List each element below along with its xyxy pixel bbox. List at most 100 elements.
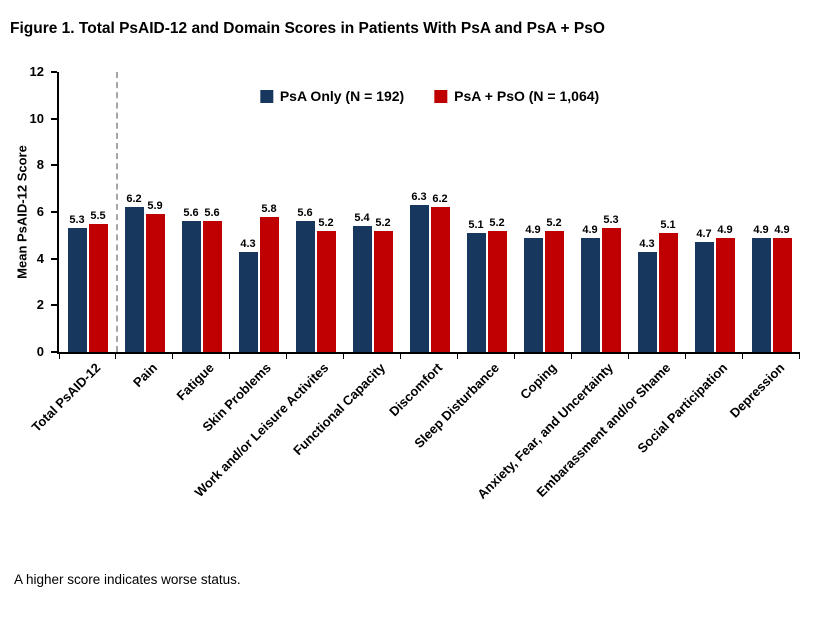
bar-column: 6.2	[430, 193, 450, 352]
bar-psa-pso	[430, 207, 450, 352]
bar-psa-only	[295, 221, 315, 352]
bar-column: 5.2	[487, 217, 507, 352]
legend-item: PsA Only (N = 192)	[259, 88, 404, 104]
figure-title: Figure 1. Total PsAID-12 and Domain Scor…	[10, 20, 605, 37]
bar-group: 5.1 5.2	[458, 72, 515, 352]
y-axis-tick-mark	[51, 71, 57, 73]
bar-psa-pso	[715, 237, 735, 352]
x-axis-category-label: Depression	[726, 360, 788, 421]
legend-item: PsA + PsO (N = 1,064)	[434, 88, 599, 104]
bar-column: 4.9	[715, 224, 735, 352]
bar-group: 4.9 4.9	[743, 72, 800, 352]
bar-column: 5.6	[295, 207, 315, 352]
bar-value-label: 5.2	[546, 216, 562, 229]
bars-layer: 5.3 5.5 6.2 5.9 5.6 5.6 4.3 5.8 5.6 5.2 5.4 5.2 6.3 6…	[59, 72, 800, 359]
x-axis-tick-mark	[286, 354, 287, 359]
x-axis-labels: Total PsAID-12 Pain Fatigue Skin Problems Wo…	[28, 360, 798, 565]
bar-column: 4.3	[637, 237, 657, 352]
total-vs-domain-separator-line	[116, 72, 118, 352]
x-axis-tick-mark	[115, 354, 116, 359]
bar-group: 5.4 5.2	[344, 72, 401, 352]
y-axis-tick-label: 10	[29, 110, 44, 126]
bar-value-label: 5.9	[147, 200, 163, 213]
bar-column: 5.4	[352, 212, 372, 352]
x-axis-category-label: Coping	[516, 360, 560, 403]
x-axis-category-label: Total PsAID-12	[28, 360, 104, 435]
bar-value-label: 5.4	[354, 212, 370, 224]
bar-group: 6.2 5.9	[116, 72, 173, 352]
bar-group: 5.6 5.2	[287, 72, 344, 352]
bar-group: 6.3 6.2	[401, 72, 458, 352]
bar-value-label: 5.1	[660, 219, 676, 231]
y-axis-tick-label: 0	[36, 344, 44, 359]
bar-value-label: 5.3	[603, 214, 619, 227]
x-axis-tick-mark	[628, 354, 629, 359]
bar-psa-pso	[88, 223, 108, 352]
x-axis-tick-mark	[343, 354, 344, 359]
x-axis-category-label: Fatigue	[173, 360, 218, 404]
bar-value-label: 6.3	[411, 191, 427, 203]
bar-group: 4.3 5.8	[230, 72, 287, 352]
x-axis-category-label: Discomfort	[385, 360, 446, 420]
bar-psa-only	[238, 251, 258, 352]
bar-column: 4.9	[751, 224, 771, 352]
bar-value-label: 5.2	[318, 216, 334, 229]
bar-column: 6.2	[124, 193, 144, 352]
x-axis-tick-mark	[457, 354, 458, 359]
bar-psa-only	[67, 228, 87, 352]
bar-column: 5.3	[601, 214, 621, 352]
bar-value-label: 4.3	[639, 237, 655, 250]
x-axis-tick-mark	[229, 354, 230, 359]
bar-psa-only	[694, 242, 714, 352]
bar-value-label: 4.9	[774, 223, 790, 236]
bar-value-label: 5.1	[468, 219, 484, 231]
bar-value-label: 4.3	[240, 237, 256, 250]
x-axis-tick-mark	[59, 354, 60, 359]
bar-psa-pso	[259, 216, 279, 352]
bar-column: 5.9	[145, 200, 165, 352]
y-axis-tick-mark	[51, 211, 57, 213]
y-axis: 0 2 4 6 8 10 12	[0, 64, 57, 359]
bar-column: 5.1	[658, 219, 678, 352]
legend: PsA Only (N = 192) PsA + PsO (N = 1,064)	[253, 86, 606, 106]
x-axis-tick-mark	[571, 354, 572, 359]
y-axis-tick-label: 8	[36, 157, 44, 173]
bar-psa-pso	[202, 221, 222, 352]
y-axis-tick-mark	[51, 257, 57, 260]
y-axis-tick-mark	[51, 351, 57, 353]
x-axis-tick-mark	[799, 354, 800, 359]
x-axis-category-label: Pain	[130, 360, 161, 391]
bar-column: 5.8	[259, 203, 279, 352]
bar-column: 4.9	[772, 223, 792, 352]
bar-psa-pso	[601, 228, 621, 352]
bar-psa-pso	[373, 230, 393, 352]
y-axis-tick-label: 4	[36, 250, 44, 266]
bar-column: 5.3	[67, 214, 87, 352]
bar-psa-pso	[316, 230, 336, 352]
x-axis-tick-mark	[742, 354, 743, 359]
bar-group: 5.6 5.6	[173, 72, 230, 352]
bar-group: 4.7 4.9	[686, 72, 743, 352]
bar-value-label: 4.9	[525, 223, 541, 236]
y-axis-tick-mark	[51, 304, 57, 307]
bar-column: 4.9	[580, 224, 600, 352]
bar-value-label: 5.5	[90, 209, 106, 222]
bar-group: 4.3 5.1	[629, 72, 686, 352]
bar-psa-pso	[487, 230, 507, 352]
legend-label: PsA + PsO (N = 1,064)	[454, 88, 600, 104]
bar-psa-only	[580, 237, 600, 352]
y-axis-tick-label: 6	[36, 204, 44, 219]
y-axis-tick-mark	[51, 164, 57, 167]
bar-psa-only	[466, 233, 486, 352]
legend-color-swatch	[434, 89, 448, 103]
bar-psa-pso	[772, 237, 792, 352]
bar-group: 4.9 5.3	[572, 72, 629, 352]
bar-group: 5.3 5.5	[59, 72, 116, 352]
bar-psa-only	[637, 251, 657, 352]
y-axis-tick-mark	[51, 117, 57, 120]
bar-psa-only	[409, 205, 429, 352]
bar-column: 4.3	[238, 237, 258, 352]
bar-column: 6.3	[409, 191, 429, 352]
y-axis-tick-label: 12	[29, 64, 44, 79]
bar-column: 5.5	[88, 209, 108, 352]
